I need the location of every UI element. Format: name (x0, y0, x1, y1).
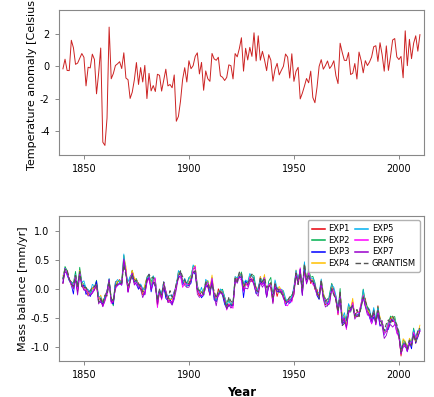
EXP6 (398, 352, 403, 357)
Line: EXP7: EXP7 (63, 259, 419, 354)
EXP6 (416, 329, 421, 333)
EXP4 (121, 253, 126, 258)
EXP7 (121, 256, 126, 261)
EXP7 (312, 282, 317, 287)
GRANTISM (381, 328, 386, 333)
EXP3 (121, 258, 126, 263)
GRANTISM (270, 295, 275, 300)
EXP7 (60, 281, 66, 286)
Line: EXP1: EXP1 (63, 258, 419, 356)
EXP4 (60, 273, 66, 278)
Line: GRANTISM: GRANTISM (63, 264, 419, 352)
EXP1 (312, 287, 317, 292)
EXP3 (364, 308, 369, 313)
GRANTISM (416, 326, 421, 330)
EXP2 (121, 253, 126, 258)
GRANTISM (398, 349, 403, 354)
EXP5 (60, 276, 66, 280)
EXP1 (416, 328, 421, 332)
EXP4 (416, 323, 421, 328)
EXP6 (127, 278, 132, 283)
EXP6 (121, 258, 126, 263)
EXP3 (284, 298, 289, 303)
EXP4 (284, 299, 289, 303)
EXP5 (272, 278, 277, 282)
EXP3 (398, 351, 403, 356)
EXP1 (60, 281, 66, 286)
EXP5 (127, 274, 132, 279)
EXP2 (284, 298, 289, 303)
EXP1 (284, 300, 289, 305)
Y-axis label: Mass balance [mm/yr]: Mass balance [mm/yr] (18, 226, 28, 351)
Line: EXP5: EXP5 (63, 254, 419, 349)
EXP7 (416, 329, 421, 333)
GRANTISM (282, 299, 287, 303)
EXP2 (312, 280, 317, 285)
EXP5 (312, 281, 317, 286)
GRANTISM (60, 277, 66, 282)
EXP4 (381, 330, 386, 335)
Line: EXP4: EXP4 (63, 256, 419, 353)
EXP6 (312, 285, 317, 290)
EXP6 (272, 284, 277, 289)
X-axis label: Year: Year (227, 386, 255, 397)
EXP6 (60, 278, 66, 282)
EXP6 (381, 332, 386, 337)
EXP1 (364, 307, 369, 312)
GRANTISM (364, 304, 369, 309)
EXP7 (272, 281, 277, 286)
EXP4 (364, 308, 369, 312)
Y-axis label: Temperature anomaly [Celsius]: Temperature anomaly [Celsius] (27, 0, 37, 170)
GRANTISM (125, 283, 130, 288)
GRANTISM (301, 262, 306, 267)
EXP1 (381, 331, 386, 335)
EXP3 (416, 328, 421, 333)
Legend: EXP1, EXP2, EXP3, EXP4, EXP5, EXP6, EXP7, GRANTISM: EXP1, EXP2, EXP3, EXP4, EXP5, EXP6, EXP7… (307, 220, 419, 272)
EXP5 (381, 333, 386, 337)
EXP5 (404, 347, 409, 351)
EXP2 (398, 349, 403, 354)
EXP2 (416, 327, 421, 331)
EXP6 (284, 303, 289, 308)
EXP1 (127, 279, 132, 283)
EXP3 (127, 275, 132, 280)
EXP3 (60, 280, 66, 285)
EXP4 (127, 278, 132, 283)
EXP4 (398, 351, 403, 356)
EXP3 (381, 331, 386, 336)
EXP1 (121, 256, 126, 260)
EXP5 (364, 307, 369, 312)
EXP6 (364, 310, 369, 315)
EXP7 (284, 299, 289, 304)
EXP2 (127, 279, 132, 284)
Line: EXP2: EXP2 (63, 255, 419, 352)
EXP1 (272, 284, 277, 289)
EXP7 (127, 279, 132, 284)
EXP2 (272, 282, 277, 287)
EXP3 (272, 284, 277, 289)
EXP4 (272, 279, 277, 284)
EXP7 (364, 313, 369, 318)
EXP7 (381, 336, 386, 341)
EXP5 (121, 252, 126, 256)
EXP5 (284, 300, 289, 305)
EXP1 (398, 354, 403, 358)
Line: EXP3: EXP3 (63, 260, 419, 353)
EXP3 (312, 285, 317, 290)
EXP2 (364, 304, 369, 309)
EXP4 (312, 281, 317, 286)
EXP2 (60, 276, 66, 281)
GRANTISM (312, 285, 317, 290)
EXP2 (381, 331, 386, 335)
EXP7 (398, 352, 403, 357)
Line: EXP6: EXP6 (63, 260, 419, 354)
EXP5 (416, 327, 421, 332)
